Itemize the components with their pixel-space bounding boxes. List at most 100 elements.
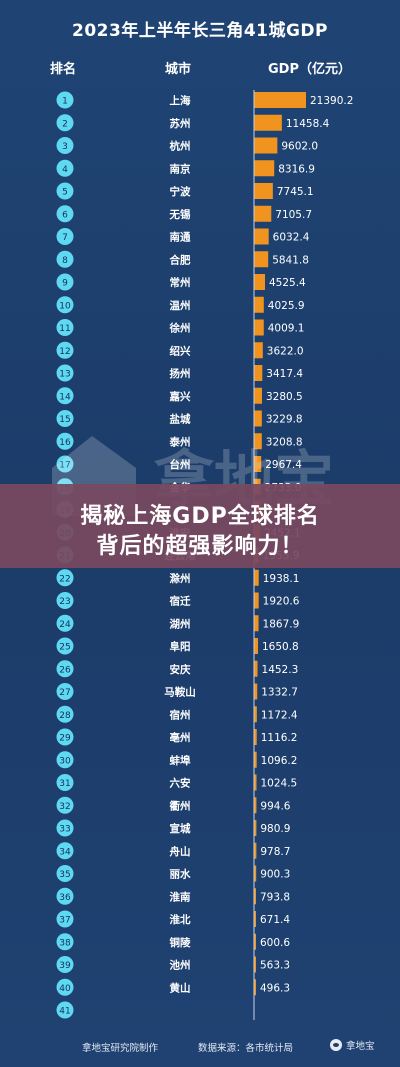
column-header-city: 城市 — [165, 62, 192, 77]
rank-label: 31 — [59, 779, 70, 789]
city-label: 蚌埠 — [170, 754, 191, 767]
gdp-bar — [254, 274, 266, 290]
city-label: 滁州 — [170, 572, 191, 585]
rank-circle — [56, 796, 74, 814]
rank-circle — [56, 728, 74, 746]
value-label: 7745.1 — [277, 186, 314, 198]
value-label: 8316.9 — [278, 163, 315, 175]
rank-circle — [56, 114, 74, 132]
value-label: 3622.0 — [267, 345, 304, 357]
value-label: 6032.4 — [273, 232, 310, 244]
value-label: 671.4 — [260, 914, 290, 926]
value-label: 9602.0 — [281, 141, 318, 153]
value-label: 600.6 — [260, 937, 290, 949]
city-label: 苏州 — [170, 117, 191, 130]
rank-circle — [56, 842, 74, 860]
gdp-bar — [254, 774, 257, 791]
rank-label: 9 — [62, 279, 68, 289]
rank-label: 12 — [59, 347, 70, 357]
rank-label: 35 — [59, 870, 70, 880]
city-label: 淮南 — [170, 890, 191, 903]
city-label: 舟山 — [170, 845, 191, 858]
footer-credit: 拿地宝研究院制作 — [82, 1043, 159, 1054]
gdp-bar — [254, 92, 306, 108]
city-label: 无锡 — [169, 208, 191, 221]
gdp-bar — [254, 751, 257, 768]
value-label: 7105.7 — [275, 209, 312, 221]
gdp-bar — [254, 888, 256, 905]
rank-circle — [56, 910, 74, 928]
rank-circle — [56, 364, 74, 382]
gdp-bar — [254, 683, 258, 700]
column-header-gdp: GDP（亿元） — [268, 62, 351, 77]
value-label: 1867.9 — [263, 618, 300, 630]
city-label: 南通 — [170, 231, 191, 244]
gdp-bar — [254, 820, 257, 836]
rank-circle — [56, 592, 74, 609]
city-label: 六安 — [170, 777, 191, 790]
gdp-bar — [254, 956, 256, 973]
gdp-bar — [254, 865, 257, 882]
gdp-bar — [254, 729, 257, 745]
gdp-bar — [254, 456, 262, 472]
city-label: 嘉兴 — [169, 390, 191, 403]
rank-circle — [56, 91, 74, 109]
rank-label: 29 — [59, 734, 71, 744]
gdp-bar — [254, 706, 257, 723]
city-label: 衢州 — [170, 799, 191, 812]
city-label: 合肥 — [169, 253, 191, 266]
city-label: 淮北 — [170, 913, 191, 926]
rank-label: 22 — [59, 574, 70, 584]
value-label: 3280.5 — [266, 391, 303, 403]
city-label: 阜阳 — [170, 640, 191, 653]
rank-label: 15 — [59, 415, 70, 425]
city-label: 盐城 — [170, 413, 191, 426]
value-label: 980.9 — [260, 823, 290, 835]
value-label: 2967.4 — [265, 459, 302, 471]
rank-label: 41 — [59, 1007, 70, 1017]
value-label: 1332.7 — [261, 687, 298, 699]
rank-label: 27 — [59, 688, 70, 698]
rank-circle — [56, 410, 74, 427]
rank-circle — [56, 705, 74, 723]
city-label: 泰州 — [169, 435, 191, 448]
value-label: 4525.4 — [269, 277, 306, 289]
rank-circle — [56, 182, 74, 200]
column-header-rank: 排名 — [50, 62, 77, 77]
rank-label: 13 — [59, 370, 70, 380]
city-label: 宣城 — [170, 822, 191, 835]
rank-circle — [56, 387, 74, 405]
value-label: 793.8 — [260, 891, 290, 903]
rank-circle — [56, 660, 74, 678]
rank-label: 17 — [59, 461, 70, 471]
wechat-icon — [330, 1039, 342, 1051]
rank-label: 5 — [62, 188, 68, 198]
headline-line-2: 背后的超强影响力！ — [96, 534, 304, 559]
city-label: 池州 — [170, 959, 191, 972]
rank-circle — [56, 1001, 74, 1019]
value-label: 4025.9 — [268, 300, 305, 312]
gdp-bar — [254, 319, 264, 336]
gdp-bar — [254, 160, 275, 177]
rank-circle — [56, 569, 74, 587]
rank-label: 34 — [59, 847, 71, 857]
value-label: 1452.3 — [262, 664, 299, 676]
rank-label: 39 — [59, 961, 71, 971]
rank-circle — [56, 341, 74, 359]
rank-label: 8 — [62, 256, 68, 266]
value-label: 3229.8 — [266, 414, 303, 426]
footer-brand-label: 拿地宝 — [346, 1041, 375, 1052]
rank-label: 28 — [59, 711, 71, 721]
rank-label: 11 — [59, 324, 70, 334]
rank-label: 23 — [59, 597, 70, 607]
gdp-bar — [254, 660, 258, 677]
gdp-bar — [254, 842, 257, 859]
rank-label: 16 — [59, 438, 71, 448]
gdp-bar — [254, 638, 259, 654]
city-label: 杭州 — [170, 140, 191, 153]
value-label: 978.7 — [260, 846, 290, 858]
rank-label: 32 — [59, 802, 70, 812]
city-label: 黄山 — [170, 981, 191, 994]
value-label: 563.3 — [260, 960, 290, 972]
